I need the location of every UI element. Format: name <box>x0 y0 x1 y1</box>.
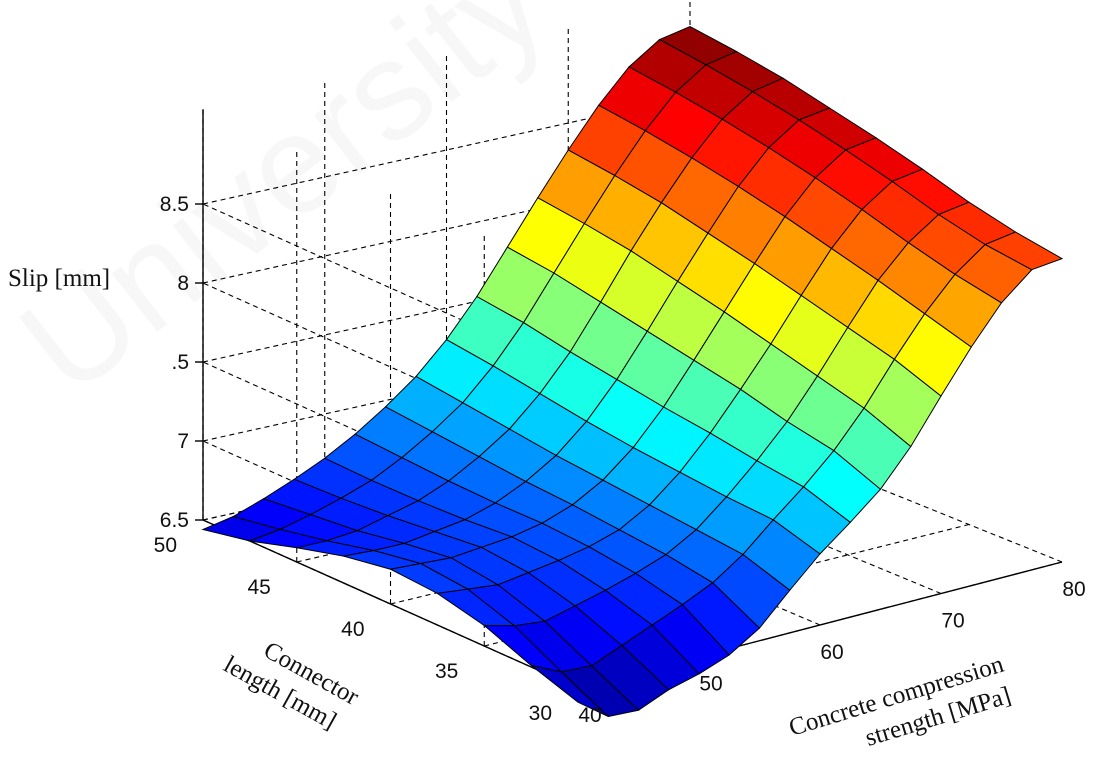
y-tick-label: 50 <box>154 534 177 557</box>
x-tick-label: 40 <box>578 704 601 727</box>
x-tick-label: 50 <box>699 673 722 696</box>
y-tick-label: 35 <box>435 660 458 683</box>
tick-labels: 6.5 7 .5 8 8.5 40 50 60 70 80 30 35 40 45 50 <box>154 193 1086 727</box>
grid-line-32 <box>202 519 579 689</box>
z-tick-label: 8.5 <box>160 193 189 216</box>
x-tick-label: 60 <box>820 641 843 664</box>
grid-line-3 <box>202 282 579 452</box>
surface-patch-0-15 <box>984 231 1064 271</box>
y-tick-label: 40 <box>341 618 364 641</box>
z-tick-label: 7 <box>177 430 189 453</box>
y-tick-label: 30 <box>529 702 552 725</box>
y-tick-label: 45 <box>247 576 270 599</box>
surface <box>201 25 1064 718</box>
x-tick-label: 80 <box>1062 578 1085 601</box>
grid-line-4 <box>202 203 579 373</box>
z-tick-label: 6.5 <box>160 509 189 532</box>
z-tick-label: .5 <box>171 351 189 374</box>
z-axis-label: Slip [mm] <box>8 265 110 292</box>
x-axis-label: Concrete compression strength [MPa] <box>786 649 1022 769</box>
grid-line-1 <box>202 440 579 610</box>
z-tick-label: 8 <box>177 272 189 295</box>
grid-line-2 <box>202 361 579 531</box>
x-tick-label: 70 <box>941 610 964 633</box>
